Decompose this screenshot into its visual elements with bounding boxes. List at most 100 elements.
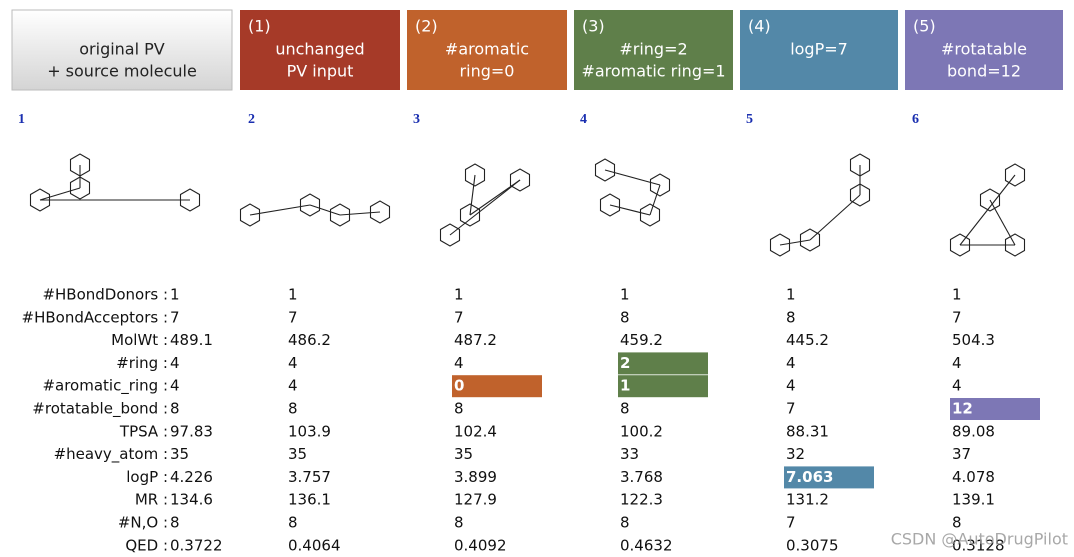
property-value: 4 [786,354,796,372]
property-value: 4 [952,354,962,372]
property-value: 89.08 [952,422,995,440]
property-value: 4 [170,354,180,372]
molecule-ring [179,188,201,212]
property-value: 0.4064 [288,536,341,554]
property-label: #HBondAcceptors : [22,308,168,326]
header-line: ring=0 [460,62,515,81]
property-value: 4.078 [952,468,995,486]
property-value: 4 [454,354,464,372]
property-value: 1 [620,377,630,395]
molecule-ring [29,188,51,212]
molecule-bond [469,179,521,216]
header-tag: (3) [582,17,605,36]
molecule-ring [329,203,351,227]
property-label: MolWt : [111,331,168,349]
property-value: 4 [288,354,298,372]
molecule-ring [369,200,391,224]
molecule-ring [439,223,461,247]
header-box [240,10,400,90]
header-line: + source molecule [47,62,197,81]
header-line: logP=7 [790,40,848,59]
watermark: CSDN @AutoDrugPilot [891,530,1068,549]
property-label: #ring : [116,354,168,372]
property-value: 8 [952,514,962,532]
property-value: 1 [952,286,962,304]
property-value: 7 [786,400,796,418]
highlight-cell [452,375,542,398]
header-line: PV input [287,62,354,81]
property-value: 445.2 [786,331,829,349]
property-value: 32 [786,445,805,463]
property-value: 37 [952,445,971,463]
property-value: 486.2 [288,331,331,349]
header-box [11,9,233,91]
header-line: original PV [79,40,165,59]
property-value: 127.9 [454,491,497,509]
molecule-bond [649,184,661,216]
property-value: 3.768 [620,468,663,486]
property-value: 139.1 [952,491,995,509]
header-tag: (2) [415,17,438,36]
molecule-bond [469,174,476,216]
property-value: 3.757 [288,468,331,486]
property-value: 8 [620,514,630,532]
header-line: #rotatable [941,40,1027,59]
molecule-bond [39,187,81,201]
molecule-bond [809,194,861,241]
molecule-ring [639,203,661,227]
property-label: #N,O : [118,514,168,532]
header-line: bond=12 [947,62,1021,81]
property-value: 4 [170,377,180,395]
molecule-ring [949,233,971,257]
molecule-number: 6 [912,112,919,127]
property-value: 7.063 [786,468,833,486]
molecule-number: 1 [18,112,25,127]
molecule-ring [769,233,791,257]
molecule-ring [799,228,821,252]
header-line: #aromatic ring=1 [581,62,725,81]
header-line: unchanged [275,40,364,59]
molecule-ring [849,183,871,207]
property-value: 0.3075 [786,536,839,554]
property-value: 4 [786,377,796,395]
molecule-number: 3 [413,112,420,127]
molecule-bond [449,179,521,236]
property-value: 35 [454,445,473,463]
property-value: 7 [170,308,180,326]
property-value: 3.899 [454,468,497,486]
molecule-bond [959,174,1016,246]
molecule-bond [604,169,661,186]
molecule-bond [779,239,811,246]
property-value: 97.83 [170,422,213,440]
molecule-ring [69,176,91,200]
property-value: 35 [288,445,307,463]
highlight-cell [618,352,708,375]
molecule-ring [239,203,261,227]
molecule-bond [339,211,381,216]
property-value: 1 [170,286,180,304]
property-value: 1 [454,286,464,304]
property-label: #rotatable_bond : [32,400,168,419]
property-value: 2 [620,354,630,372]
property-value: 4 [288,377,298,395]
property-value: 33 [620,445,639,463]
property-value: 8 [454,514,464,532]
property-value: 131.2 [786,491,829,509]
property-value: 7 [454,308,464,326]
property-value: 7 [786,514,796,532]
molecule-number: 2 [248,112,255,127]
property-label: #HBondDonors : [42,286,168,304]
property-value: 122.3 [620,491,663,509]
property-value: 489.1 [170,331,213,349]
molecule-ring [509,168,531,192]
header-box [740,10,898,90]
header-tag: (4) [748,17,771,36]
property-value: 487.2 [454,331,497,349]
property-value: 7 [288,308,298,326]
property-value: 12 [952,400,973,418]
property-label: QED : [125,536,168,554]
property-value: 8 [620,308,630,326]
property-value: 459.2 [620,331,663,349]
molecule-ring [599,193,621,217]
